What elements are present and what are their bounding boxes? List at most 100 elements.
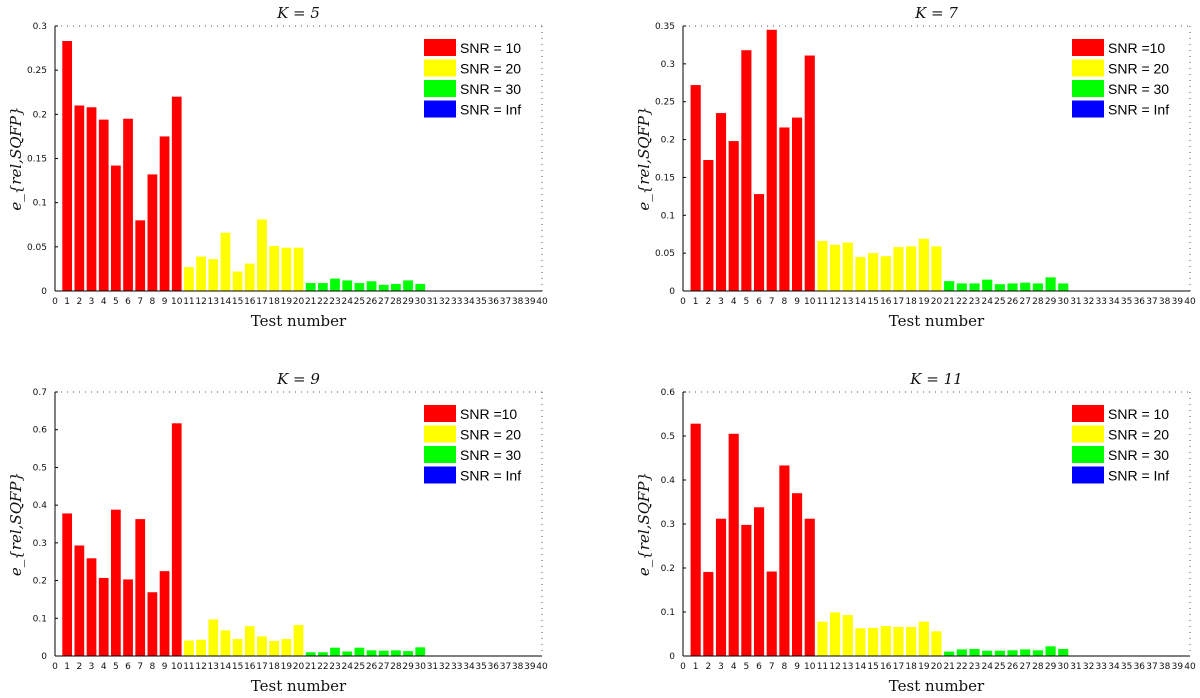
x-tick-label: 32 [1083, 662, 1094, 672]
x-tick-label: 31 [427, 297, 438, 307]
bar-test-19 [918, 238, 929, 291]
x-tick-label: 12 [195, 662, 206, 672]
bar-test-29 [403, 280, 413, 291]
legend-swatch [1072, 425, 1104, 443]
y-tick-label: 0.2 [661, 564, 675, 574]
x-tick-label: 21 [305, 297, 316, 307]
legend-label: SNR = Inf [460, 102, 521, 118]
bar-test-11 [817, 621, 828, 656]
x-tick-label: 32 [439, 662, 450, 672]
bar-test-26 [1007, 283, 1018, 291]
x-tick-label: 32 [439, 297, 450, 307]
x-tick-label: 40 [1184, 297, 1196, 307]
x-tick-label: 4 [731, 297, 737, 307]
x-tick-label: 12 [829, 662, 840, 672]
x-tick-label: 3 [718, 297, 724, 307]
x-tick-label: 1 [64, 297, 70, 307]
x-tick-label: 15 [867, 662, 878, 672]
x-axis-label: Test number [889, 677, 985, 695]
x-tick-label: 0 [680, 662, 686, 672]
x-tick-label: 35 [475, 297, 486, 307]
y-tick-label: 0.6 [661, 388, 676, 398]
x-tick-label: 23 [329, 297, 340, 307]
x-tick-label: 7 [137, 662, 143, 672]
bar-test-29 [1045, 277, 1056, 291]
legend-label: SNR =10 [460, 406, 517, 422]
x-tick-label: 17 [893, 297, 904, 307]
x-tick-label: 16 [244, 297, 256, 307]
bar-test-23 [330, 647, 340, 656]
x-tick-label: 34 [1108, 662, 1120, 672]
legend-label: SNR = 10 [1108, 406, 1169, 422]
x-tick-label: 34 [463, 662, 475, 672]
x-tick-label: 38 [1159, 662, 1171, 672]
bar-test-22 [317, 283, 328, 291]
x-tick-label: 6 [756, 297, 762, 307]
bar-test-24 [342, 280, 353, 291]
bar-test-18 [269, 640, 280, 656]
y-tick-label: 0 [41, 287, 47, 297]
y-tick-label: 0.3 [33, 22, 47, 32]
x-tick-label: 5 [744, 662, 750, 672]
x-tick-label: 1 [64, 662, 70, 672]
bar-test-9 [792, 117, 803, 291]
bar-test-12 [830, 612, 841, 656]
x-tick-label: 14 [855, 662, 867, 672]
bar-test-21 [944, 651, 955, 656]
x-tick-label: 30 [415, 297, 427, 307]
y-axis-label: e_{rel,SQFP} [7, 106, 25, 210]
x-tick-label: 37 [1146, 662, 1157, 672]
bar-test-17 [893, 626, 904, 656]
x-tick-label: 14 [220, 297, 232, 307]
y-tick-label: 0.1 [661, 608, 675, 618]
bar-test-24 [982, 650, 993, 656]
x-tick-label: 33 [451, 297, 462, 307]
bar-test-17 [257, 636, 267, 656]
bar-test-7 [135, 519, 146, 656]
bar-test-19 [918, 621, 929, 656]
x-tick-label: 18 [905, 662, 917, 672]
chart-title: K = 7 [914, 4, 958, 22]
x-tick-label: 25 [354, 662, 365, 672]
x-tick-label: 19 [918, 297, 930, 307]
bar-test-24 [982, 279, 993, 291]
bar-test-30 [415, 647, 426, 656]
legend-swatch [424, 59, 456, 77]
x-tick-label: 19 [918, 662, 930, 672]
y-tick-label: 0.3 [33, 539, 47, 549]
x-tick-label: 21 [305, 662, 316, 672]
x-tick-label: 25 [354, 297, 365, 307]
x-tick-label: 5 [113, 297, 119, 307]
bar-test-26 [366, 281, 377, 291]
x-tick-label: 26 [1007, 297, 1019, 307]
x-tick-label: 24 [341, 297, 353, 307]
bar-test-13 [208, 619, 219, 656]
y-tick-label: 0.25 [27, 66, 47, 76]
bar-test-25 [354, 283, 365, 291]
x-tick-label: 11 [817, 297, 828, 307]
x-tick-label: 37 [1146, 297, 1157, 307]
x-tick-label: 37 [500, 297, 511, 307]
y-tick-label: 0.4 [33, 501, 48, 511]
legend-swatch [1072, 466, 1104, 484]
x-tick-label: 25 [994, 297, 1005, 307]
bar-test-16 [244, 626, 255, 656]
y-tick-label: 0.2 [33, 110, 47, 120]
y-tick-label: 0 [669, 287, 675, 297]
bar-test-27 [378, 284, 389, 291]
y-axis-label: e_{rel,SQFP} [7, 472, 25, 576]
bar-test-21 [305, 652, 316, 656]
x-tick-label: 13 [842, 662, 853, 672]
x-tick-label: 20 [293, 297, 305, 307]
legend-swatch [424, 425, 456, 443]
bar-test-2 [74, 105, 85, 291]
x-tick-label: 22 [317, 297, 328, 307]
bar-test-3 [715, 113, 727, 291]
bar-test-9 [159, 136, 170, 291]
x-tick-label: 19 [281, 662, 293, 672]
x-tick-label: 9 [162, 662, 168, 672]
bar-test-6 [123, 579, 133, 656]
bar-test-2 [703, 571, 714, 656]
